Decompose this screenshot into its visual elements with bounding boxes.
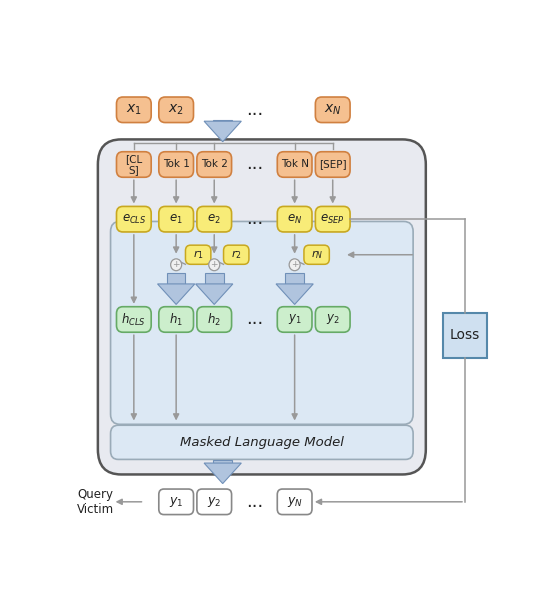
FancyBboxPatch shape: [316, 207, 350, 232]
FancyBboxPatch shape: [116, 97, 151, 123]
Text: $y_1$: $y_1$: [169, 495, 183, 509]
FancyBboxPatch shape: [110, 221, 413, 424]
Text: $y_2$: $y_2$: [207, 495, 221, 509]
FancyBboxPatch shape: [223, 245, 249, 264]
FancyBboxPatch shape: [277, 489, 312, 514]
Polygon shape: [158, 284, 195, 304]
Bar: [443, 313, 487, 358]
Text: $e_1$: $e_1$: [169, 213, 183, 226]
FancyBboxPatch shape: [110, 425, 413, 459]
Bar: [205, 273, 223, 284]
FancyBboxPatch shape: [197, 152, 232, 177]
Circle shape: [171, 259, 182, 271]
Text: $e_{SEP}$: $e_{SEP}$: [321, 213, 345, 226]
Text: +: +: [211, 260, 218, 269]
Text: [SEP]: [SEP]: [319, 159, 347, 169]
Text: Query
Victim: Query Victim: [77, 488, 114, 516]
Text: ...: ...: [246, 493, 263, 511]
Polygon shape: [204, 121, 241, 141]
FancyBboxPatch shape: [159, 489, 193, 514]
Text: $y_{2}$: $y_{2}$: [326, 313, 340, 326]
Text: Tok 2: Tok 2: [201, 159, 228, 169]
FancyBboxPatch shape: [316, 307, 350, 332]
Text: Tok 1: Tok 1: [163, 159, 189, 169]
Text: $h_{CLS}$: $h_{CLS}$: [121, 311, 146, 327]
FancyBboxPatch shape: [159, 307, 193, 332]
FancyBboxPatch shape: [304, 245, 329, 264]
Text: $h_1$: $h_1$: [169, 311, 183, 327]
Text: Masked Language Model: Masked Language Model: [180, 436, 344, 449]
Bar: [167, 273, 186, 284]
FancyBboxPatch shape: [116, 152, 151, 177]
FancyBboxPatch shape: [159, 207, 193, 232]
FancyBboxPatch shape: [159, 97, 193, 123]
FancyBboxPatch shape: [116, 307, 151, 332]
Text: $h_2$: $h_2$: [207, 311, 221, 327]
FancyBboxPatch shape: [316, 152, 350, 177]
Text: ...: ...: [246, 156, 263, 173]
Bar: [213, 120, 232, 121]
Text: $e_N$: $e_N$: [287, 213, 302, 226]
FancyBboxPatch shape: [159, 152, 193, 177]
Bar: [286, 273, 304, 284]
FancyBboxPatch shape: [197, 207, 232, 232]
Text: [CL
S]: [CL S]: [125, 154, 143, 175]
Text: ...: ...: [246, 210, 263, 228]
FancyBboxPatch shape: [197, 307, 232, 332]
Text: +: +: [173, 260, 180, 269]
Circle shape: [289, 259, 300, 271]
Text: $x_2$: $x_2$: [168, 102, 184, 117]
Text: +: +: [291, 260, 298, 269]
Polygon shape: [195, 284, 233, 304]
Circle shape: [209, 259, 219, 271]
Text: $y_N$: $y_N$: [287, 495, 302, 509]
FancyBboxPatch shape: [277, 307, 312, 332]
Text: Loss: Loss: [450, 329, 480, 342]
Text: ...: ...: [246, 101, 263, 119]
Text: $y_1$: $y_1$: [288, 313, 301, 326]
Bar: [213, 461, 232, 463]
Text: ...: ...: [246, 310, 263, 329]
FancyBboxPatch shape: [277, 152, 312, 177]
FancyBboxPatch shape: [186, 245, 211, 264]
FancyBboxPatch shape: [197, 489, 232, 514]
FancyBboxPatch shape: [98, 139, 426, 474]
Text: $e_{CLS}$: $e_{CLS}$: [122, 213, 146, 226]
Polygon shape: [204, 463, 241, 484]
FancyBboxPatch shape: [316, 97, 350, 123]
Text: $e_2$: $e_2$: [207, 213, 221, 226]
FancyBboxPatch shape: [116, 207, 151, 232]
Text: $x_N$: $x_N$: [324, 102, 341, 117]
Polygon shape: [276, 284, 313, 304]
Text: Tok N: Tok N: [281, 159, 308, 169]
Text: $r_2$: $r_2$: [231, 248, 241, 261]
Text: $x_1$: $x_1$: [126, 102, 142, 117]
Text: $r_N$: $r_N$: [311, 248, 323, 261]
FancyBboxPatch shape: [277, 207, 312, 232]
Text: $r_1$: $r_1$: [193, 248, 204, 261]
